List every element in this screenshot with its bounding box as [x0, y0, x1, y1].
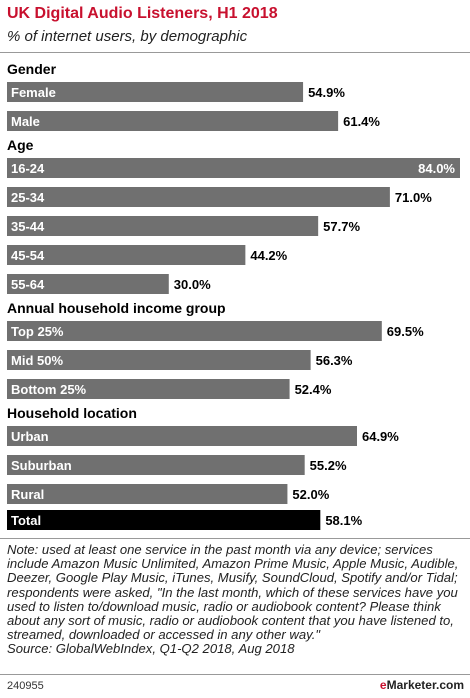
bar [7, 187, 390, 207]
value-label: 58.1% [325, 513, 362, 528]
category-label: Male [11, 114, 40, 129]
note-text: Note: used at least one service in the p… [7, 542, 459, 643]
bar [7, 379, 290, 399]
category-label: 16-24 [11, 161, 45, 176]
bar [7, 111, 339, 131]
value-label: 52.4% [295, 382, 332, 397]
group-label: Gender [7, 61, 57, 77]
category-label: Top 25% [11, 324, 64, 339]
category-label: 45-54 [11, 248, 45, 263]
category-label: Bottom 25% [11, 382, 87, 397]
chart-subtitle: % of internet users, by demographic [7, 28, 248, 45]
chart-title: UK Digital Audio Listeners, H1 2018 [7, 5, 278, 22]
value-label: 44.2% [250, 248, 287, 263]
value-label: 56.3% [316, 353, 353, 368]
category-label: 35-44 [11, 219, 45, 234]
value-label: 30.0% [174, 277, 211, 292]
bar [7, 158, 460, 178]
bar [7, 484, 288, 504]
bar [7, 245, 246, 265]
footer-divider [0, 674, 470, 675]
category-label: Urban [11, 429, 49, 444]
category-label: Mid 50% [11, 353, 63, 368]
brand-name: Marketer [386, 678, 436, 692]
chart-note: Note: used at least one service in the p… [7, 542, 465, 657]
value-label: 61.4% [343, 114, 380, 129]
bar [7, 274, 169, 294]
group-label: Annual household income group [7, 300, 226, 316]
value-label: 52.0% [292, 487, 329, 502]
brand-suffix: .com [435, 678, 464, 692]
value-label: 84.0% [418, 161, 455, 176]
bar [7, 350, 311, 370]
bar [7, 321, 382, 341]
emarketer-logo[interactable]: eMarketer.com [380, 678, 464, 692]
category-label: Rural [11, 487, 44, 502]
bar-chart: Gender Female 54.9% Male 61.4% Age 16-24 84.0% 2… [7, 61, 460, 530]
value-label: 71.0% [395, 190, 432, 205]
value-label: 55.2% [310, 458, 347, 473]
bar [7, 426, 357, 446]
top-divider [0, 52, 470, 53]
bar [7, 455, 305, 475]
value-label: 57.7% [323, 219, 360, 234]
bar [7, 82, 304, 102]
chart-id: 240955 [7, 680, 44, 692]
group-label: Household location [7, 405, 137, 421]
category-label: Total [11, 513, 41, 528]
value-label: 54.9% [308, 85, 345, 100]
value-label: 64.9% [362, 429, 399, 444]
bar [7, 510, 321, 530]
bottom-divider [0, 538, 470, 539]
category-label: Female [11, 85, 56, 100]
category-label: 55-64 [11, 277, 45, 292]
brand-prefix: e [379, 678, 387, 692]
source-text: Source: GlobalWebIndex, Q1-Q2 2018, Aug … [7, 641, 295, 657]
category-label: 25-34 [11, 190, 45, 205]
bar [7, 216, 319, 236]
group-label: Age [7, 137, 34, 153]
value-label: 69.5% [387, 324, 424, 339]
category-label: Suburban [11, 458, 72, 473]
